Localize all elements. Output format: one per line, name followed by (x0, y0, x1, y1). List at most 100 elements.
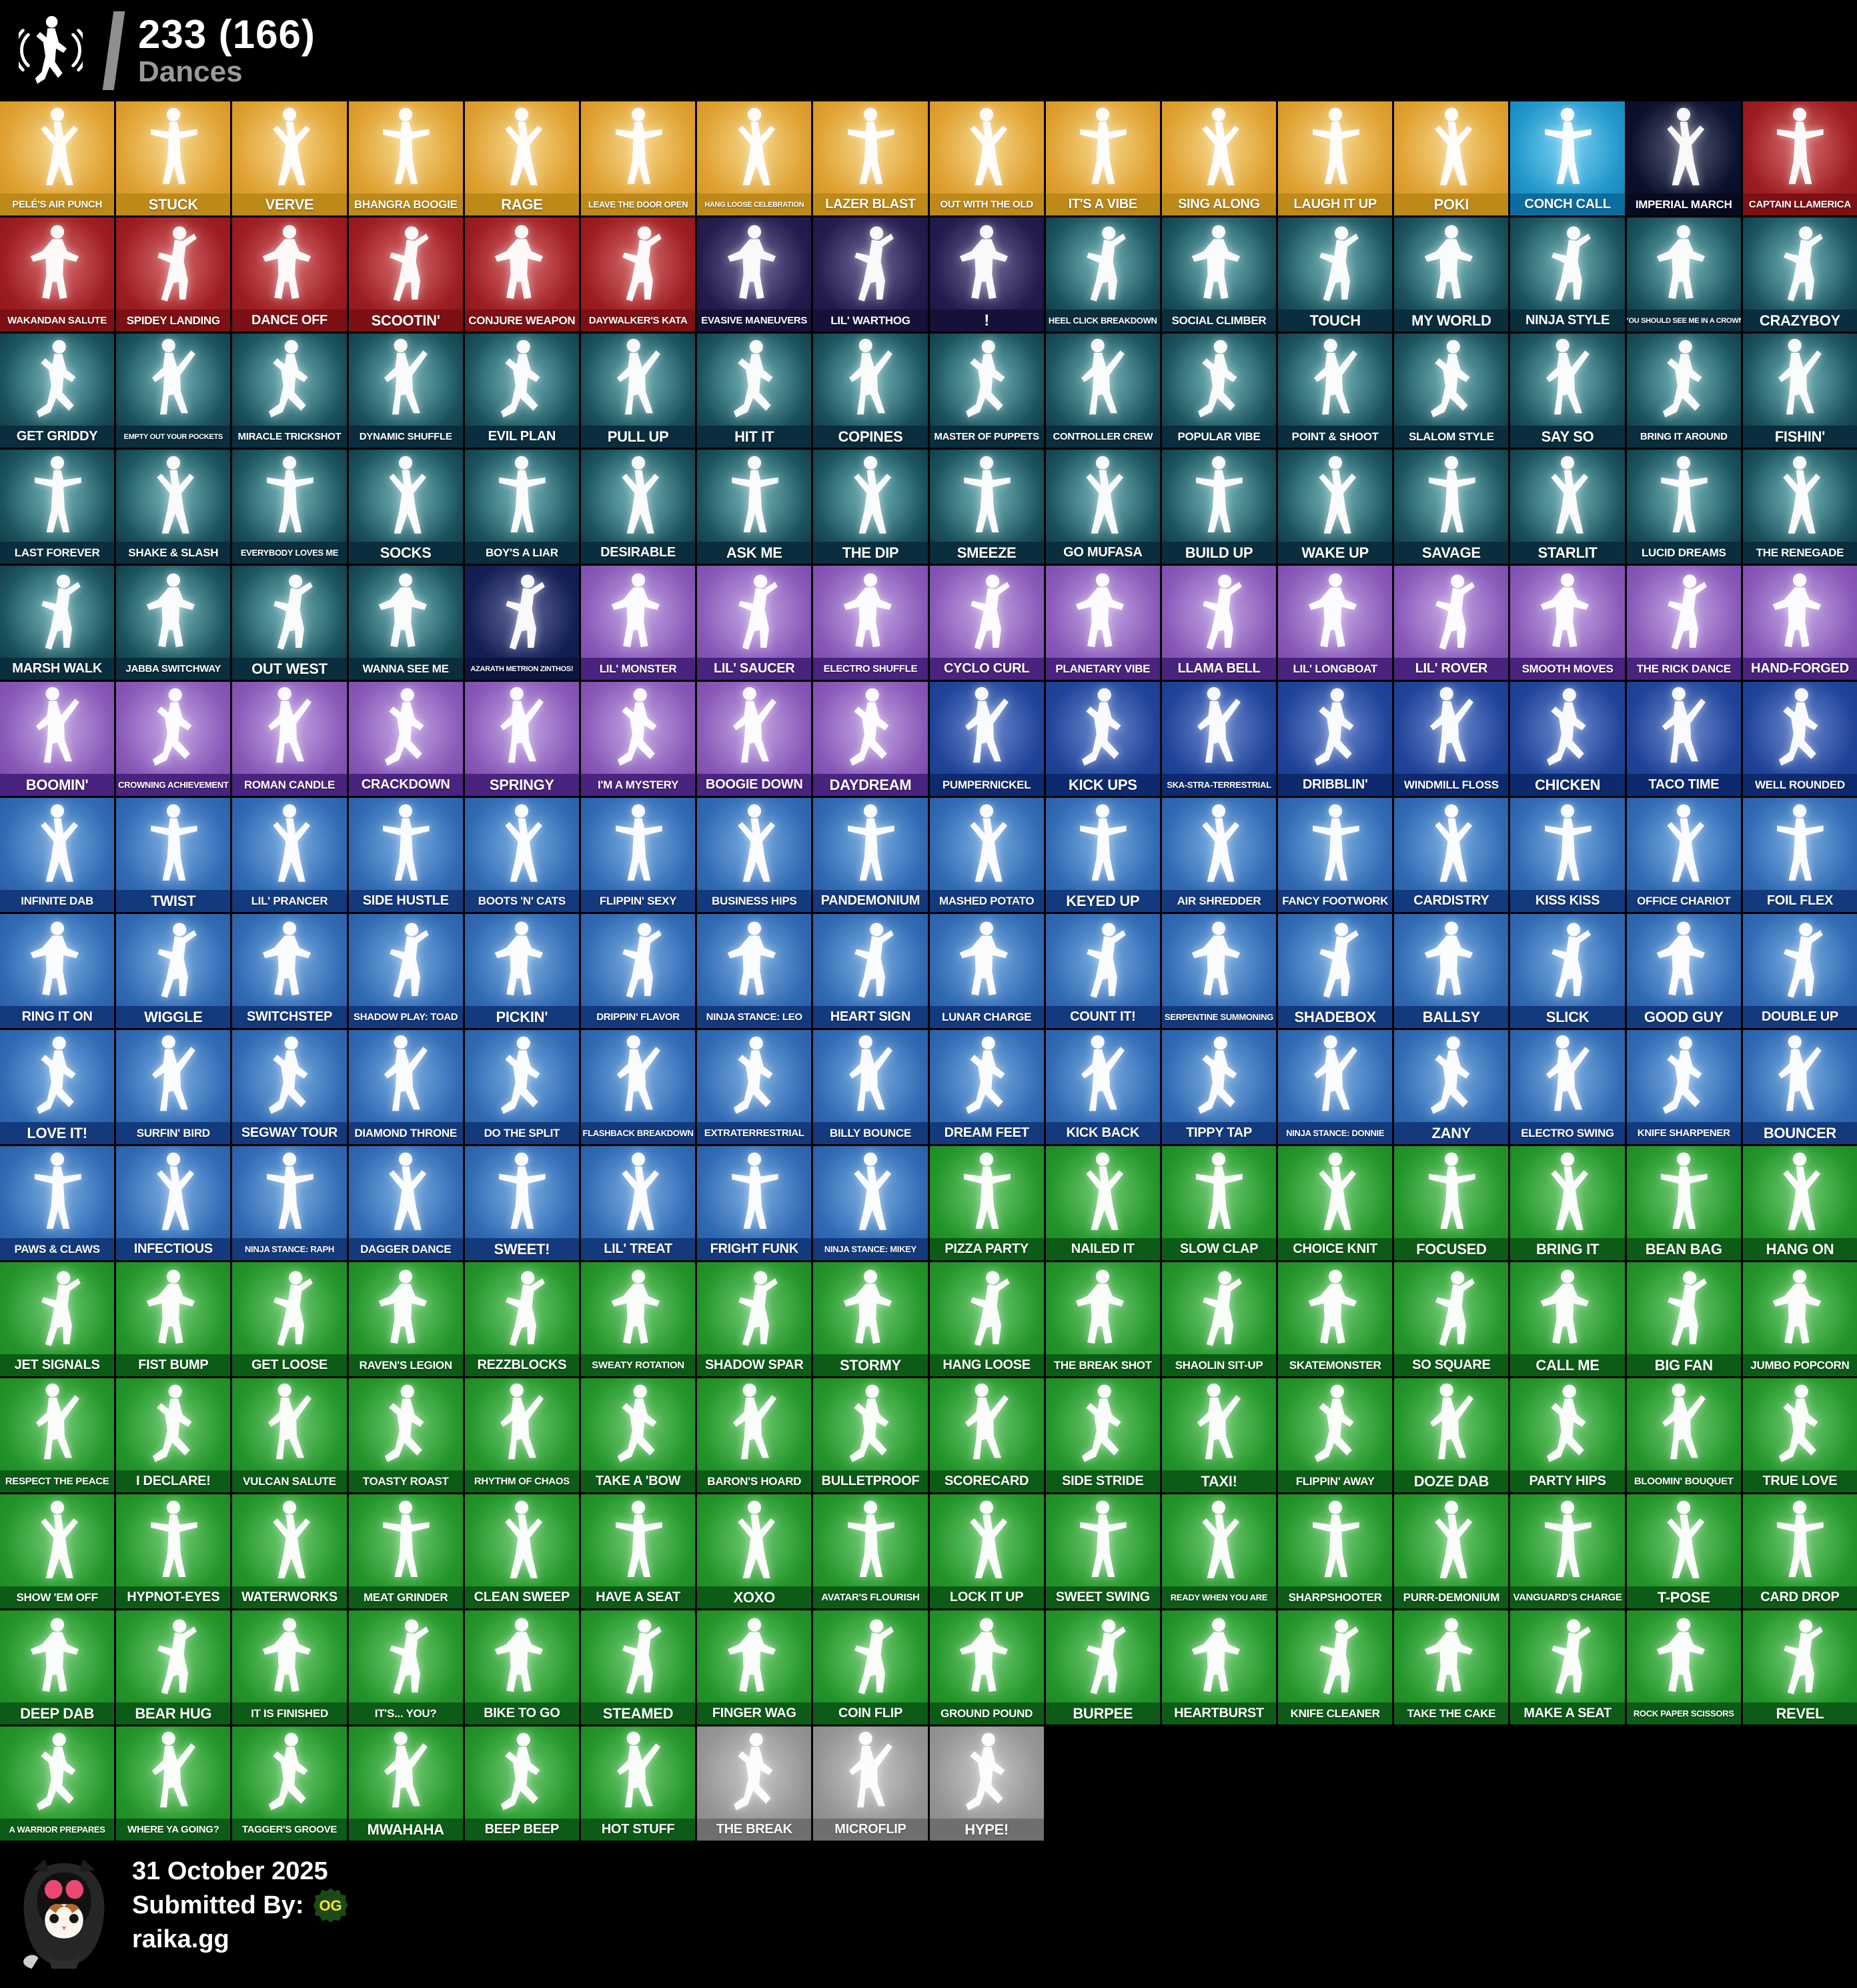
emote-tile[interactable]: CROWNING ACHIEVEMENT (116, 682, 231, 796)
emote-tile[interactable]: PUMPERNICKEL (929, 682, 1044, 796)
emote-tile[interactable]: READY WHEN YOU ARE (1161, 1494, 1277, 1608)
emote-tile[interactable]: SIDE STRIDE (1045, 1378, 1160, 1492)
emote-tile[interactable]: DYNAMIC SHUFFLE (348, 334, 463, 448)
emote-tile[interactable]: FANCY FOOTWORK (1278, 798, 1393, 912)
emote-tile[interactable]: STARLIT (1510, 450, 1625, 564)
emote-tile[interactable]: SHADEBOX (1278, 914, 1393, 1028)
emote-tile[interactable]: CONJURE WEAPON (464, 217, 579, 332)
emote-tile[interactable]: KNIFE CLEANER (1278, 1610, 1393, 1724)
emote-tile[interactable]: RING IT ON (0, 914, 115, 1028)
emote-tile[interactable]: LAST FOREVER (0, 450, 115, 564)
emote-tile[interactable]: LLAMA BELL (1161, 566, 1277, 680)
emote-tile[interactable]: SING ALONG (1161, 101, 1277, 215)
emote-tile[interactable]: VANGUARD'S CHARGE (1510, 1494, 1625, 1608)
emote-tile[interactable]: TWIST (116, 798, 231, 912)
emote-tile[interactable]: LOVE IT! (0, 1030, 115, 1144)
emote-tile[interactable]: BOY'S A LIAR (464, 450, 579, 564)
emote-tile[interactable]: SHOW 'EM OFF (0, 1494, 115, 1608)
emote-tile[interactable]: LOCK IT UP (929, 1494, 1044, 1608)
emote-tile[interactable]: BEEP BEEP (464, 1726, 579, 1841)
emote-tile[interactable]: SWITCHSTEP (232, 914, 347, 1028)
emote-tile[interactable]: SPRINGY (464, 682, 579, 796)
emote-tile[interactable]: SAVAGE (1394, 450, 1509, 564)
emote-tile[interactable]: CONCH CALL (1510, 101, 1625, 215)
emote-tile[interactable]: MICROFLIP (813, 1726, 928, 1841)
emote-tile[interactable]: DIAMOND THRONE (348, 1030, 463, 1144)
emote-tile[interactable]: LUNAR CHARGE (929, 914, 1044, 1028)
emote-tile[interactable]: STEAMED (580, 1610, 696, 1724)
emote-tile[interactable]: BOOMIN' (0, 682, 115, 796)
emote-tile[interactable]: KEYED UP (1045, 798, 1160, 912)
emote-tile[interactable]: SLALOM STYLE (1394, 334, 1509, 448)
emote-tile[interactable]: IT'S A VIBE (1045, 101, 1160, 215)
emote-tile[interactable]: HAVE A SEAT (580, 1494, 696, 1608)
emote-tile[interactable]: POPULAR VIBE (1161, 334, 1277, 448)
emote-tile[interactable]: FLIPPIN' SEXY (580, 798, 696, 912)
emote-tile[interactable]: SCORECARD (929, 1378, 1044, 1492)
emote-tile[interactable]: BUILD UP (1161, 450, 1277, 564)
emote-tile[interactable]: WHERE YA GOING? (116, 1726, 231, 1841)
emote-tile[interactable]: JABBA SWITCHWAY (116, 566, 231, 680)
emote-tile[interactable]: DAYDREAM (813, 682, 928, 796)
emote-tile[interactable]: IT'S... YOU? (348, 1610, 463, 1724)
emote-tile[interactable]: SHARPSHOOTER (1278, 1494, 1393, 1608)
emote-tile[interactable]: BRING IT (1510, 1146, 1625, 1260)
emote-tile[interactable]: HANG LOOSE CELEBRATION (697, 101, 812, 215)
emote-tile[interactable]: BLOOMIN' BOUQUET (1626, 1378, 1741, 1492)
emote-tile[interactable]: DEEP DAB (0, 1610, 115, 1724)
emote-tile[interactable]: JUMBO POPCORN (1742, 1262, 1857, 1376)
emote-tile[interactable]: NINJA STANCE: LEO (697, 914, 812, 1028)
emote-tile[interactable]: THE BREAK SHOT (1045, 1262, 1160, 1376)
emote-tile[interactable]: HOT STUFF (580, 1726, 696, 1841)
emote-tile[interactable]: BRING IT AROUND (1626, 334, 1741, 448)
emote-tile[interactable]: ELECTRO SWING (1510, 1030, 1625, 1144)
emote-tile[interactable]: SHADOW SPAR (697, 1262, 812, 1376)
emote-tile[interactable]: HIT IT (697, 334, 812, 448)
emote-tile[interactable]: ROMAN CANDLE (232, 682, 347, 796)
emote-tile[interactable]: SWEET SWING (1045, 1494, 1160, 1608)
emote-tile[interactable]: BUSINESS HIPS (697, 798, 812, 912)
emote-tile[interactable]: MWAHAHA (348, 1726, 463, 1841)
emote-tile[interactable]: HEARTBURST (1161, 1610, 1277, 1724)
emote-tile[interactable]: CHOICE KNIT (1278, 1146, 1393, 1260)
emote-tile[interactable]: DOUBLE UP (1742, 914, 1857, 1028)
emote-tile[interactable]: RAGE (464, 101, 579, 215)
emote-tile[interactable]: YOU SHOULD SEE ME IN A CROWN (1626, 217, 1741, 332)
emote-tile[interactable]: COPINES (813, 334, 928, 448)
emote-tile[interactable]: SMEEZE (929, 450, 1044, 564)
emote-tile[interactable]: IT IS FINISHED (232, 1610, 347, 1724)
emote-tile[interactable]: AIR SHREDDER (1161, 798, 1277, 912)
emote-tile[interactable]: WINDMILL FLOSS (1394, 682, 1509, 796)
emote-tile[interactable]: LIL' PRANCER (232, 798, 347, 912)
emote-tile[interactable]: CARDISTRY (1394, 798, 1509, 912)
emote-tile[interactable]: BILLY BOUNCE (813, 1030, 928, 1144)
emote-tile[interactable]: AZARATH METRION ZINTHOS! (464, 566, 579, 680)
emote-tile[interactable]: EXTRATERRESTRIAL (697, 1030, 812, 1144)
emote-tile[interactable]: KICK BACK (1045, 1030, 1160, 1144)
emote-tile[interactable]: NINJA STYLE (1510, 217, 1625, 332)
emote-tile[interactable]: GOOD GUY (1626, 914, 1741, 1028)
emote-tile[interactable]: DANCE OFF (232, 217, 347, 332)
emote-tile[interactable]: BOOTS 'N' CATS (464, 798, 579, 912)
emote-tile[interactable]: SOCIAL CLIMBER (1161, 217, 1277, 332)
emote-tile[interactable]: REZZBLOCKS (464, 1262, 579, 1376)
emote-tile[interactable]: SURFIN' BIRD (116, 1030, 231, 1144)
emote-tile[interactable]: SERPENTINE SUMMONING (1161, 914, 1277, 1028)
emote-tile[interactable]: I DECLARE! (116, 1378, 231, 1492)
emote-tile[interactable]: INFECTIOUS (116, 1146, 231, 1260)
emote-tile[interactable]: CRACKDOWN (348, 682, 463, 796)
emote-tile[interactable]: LIL' SAUCER (697, 566, 812, 680)
emote-tile[interactable]: BEAN BAG (1626, 1146, 1741, 1260)
emote-tile[interactable]: FLASHBACK BREAKDOWN (580, 1030, 696, 1144)
emote-tile[interactable]: OFFICE CHARIOT (1626, 798, 1741, 912)
emote-tile[interactable]: THE BREAK (697, 1726, 812, 1841)
emote-tile[interactable]: EVASIVE MANEUVERS (697, 217, 812, 332)
emote-tile[interactable]: VULCAN SALUTE (232, 1378, 347, 1492)
emote-tile[interactable]: I'M A MYSTERY (580, 682, 696, 796)
emote-tile[interactable]: SLOW CLAP (1161, 1146, 1277, 1260)
emote-tile[interactable]: THE RENEGADE (1742, 450, 1857, 564)
emote-tile[interactable]: HEART SIGN (813, 914, 928, 1028)
emote-tile[interactable]: LAZER BLAST (813, 101, 928, 215)
emote-tile[interactable]: LIL' TREAT (580, 1146, 696, 1260)
emote-tile[interactable]: MARSH WALK (0, 566, 115, 680)
